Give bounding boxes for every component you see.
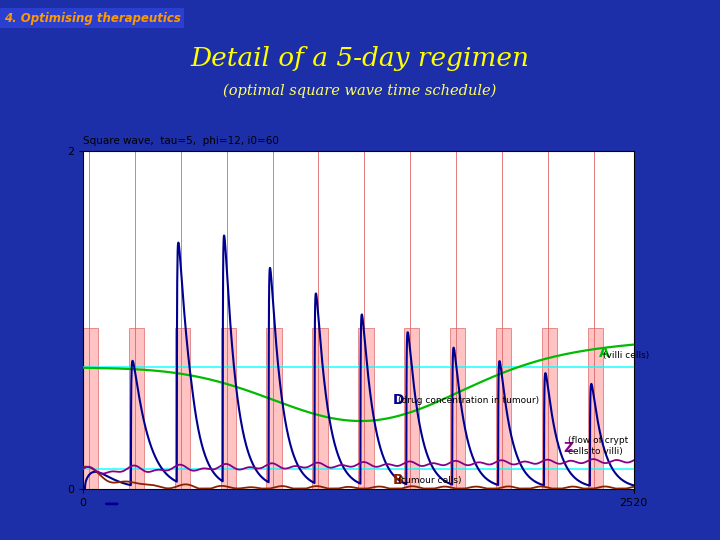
Text: (flow of crypt
cells to villi): (flow of crypt cells to villi) <box>569 436 629 456</box>
Bar <box>312 328 328 489</box>
Text: (tumour cells): (tumour cells) <box>398 476 462 485</box>
Bar <box>266 328 282 489</box>
Bar <box>220 328 236 489</box>
Bar <box>404 328 420 489</box>
Bar <box>450 328 465 489</box>
Text: (drug concentration in tumour): (drug concentration in tumour) <box>398 396 539 406</box>
Bar <box>83 328 98 489</box>
Bar <box>588 328 603 489</box>
Bar <box>359 328 374 489</box>
Text: A: A <box>598 346 609 360</box>
Bar <box>542 328 557 489</box>
Bar <box>496 328 511 489</box>
Bar <box>129 328 144 489</box>
Bar <box>175 328 190 489</box>
Text: (optimal square wave time schedule): (optimal square wave time schedule) <box>223 84 497 98</box>
Text: D: D <box>393 393 405 407</box>
Text: (villi cells): (villi cells) <box>603 351 649 360</box>
Text: 4. Optimising therapeutics: 4. Optimising therapeutics <box>4 12 181 25</box>
Text: Square wave,  tau=5,  phi=12, i0=60: Square wave, tau=5, phi=12, i0=60 <box>83 136 279 146</box>
Text: Detail of a 5-day regimen: Detail of a 5-day regimen <box>191 46 529 71</box>
Text: Z: Z <box>564 441 574 455</box>
Text: B: B <box>393 473 404 487</box>
